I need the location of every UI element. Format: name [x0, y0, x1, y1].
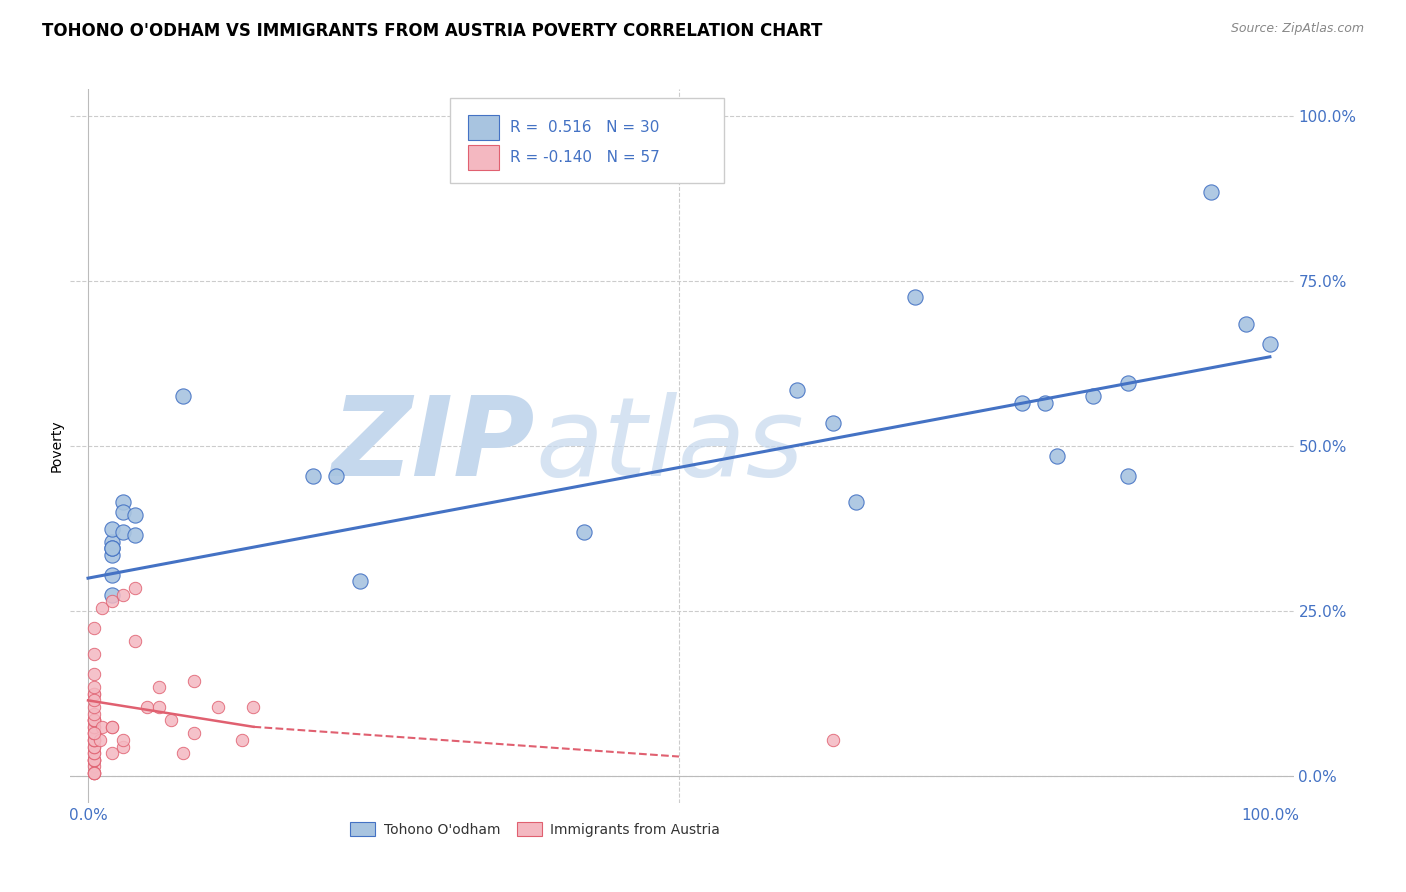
- Point: [124, 581, 146, 595]
- Point: [83, 739, 105, 754]
- Point: [83, 700, 105, 714]
- Point: [100, 541, 122, 556]
- Point: [100, 567, 122, 582]
- Point: [83, 726, 105, 740]
- Point: [1199, 185, 1222, 199]
- Point: [100, 541, 122, 556]
- Point: [112, 495, 135, 509]
- Point: [301, 468, 323, 483]
- Point: [83, 766, 105, 780]
- Point: [112, 588, 135, 602]
- Point: [83, 713, 105, 727]
- Point: [1116, 468, 1139, 483]
- Point: [83, 667, 105, 681]
- Point: [83, 753, 105, 767]
- Point: [786, 383, 808, 397]
- Point: [1033, 396, 1056, 410]
- Point: [100, 522, 122, 536]
- Point: [1116, 376, 1139, 391]
- Point: [124, 508, 146, 523]
- Point: [112, 733, 135, 747]
- Point: [83, 739, 105, 754]
- Point: [172, 389, 194, 403]
- Point: [325, 468, 347, 483]
- Point: [100, 720, 122, 734]
- Point: [112, 524, 135, 539]
- Point: [83, 733, 105, 747]
- Point: [83, 759, 105, 773]
- Point: [231, 733, 253, 747]
- Point: [100, 746, 122, 760]
- Point: [124, 528, 146, 542]
- Point: [83, 706, 105, 721]
- Point: [83, 713, 105, 727]
- Point: [183, 673, 205, 688]
- Point: [83, 753, 105, 767]
- Text: TOHONO O'ODHAM VS IMMIGRANTS FROM AUSTRIA POVERTY CORRELATION CHART: TOHONO O'ODHAM VS IMMIGRANTS FROM AUSTRI…: [42, 22, 823, 40]
- Point: [100, 594, 122, 608]
- Point: [83, 680, 105, 694]
- Point: [91, 720, 114, 734]
- Point: [1258, 336, 1281, 351]
- Point: [904, 290, 927, 304]
- Point: [83, 746, 105, 760]
- Text: R = -0.140   N = 57: R = -0.140 N = 57: [510, 151, 661, 165]
- Point: [83, 693, 105, 707]
- Point: [100, 720, 122, 734]
- Point: [845, 495, 868, 509]
- Point: [83, 687, 105, 701]
- Point: [83, 720, 105, 734]
- Point: [83, 726, 105, 740]
- Point: [91, 600, 114, 615]
- Point: [83, 746, 105, 760]
- Point: [1011, 396, 1033, 410]
- Point: [183, 726, 205, 740]
- Point: [112, 505, 135, 519]
- Point: [83, 647, 105, 661]
- Point: [172, 746, 194, 760]
- Point: [207, 700, 229, 714]
- Legend: Tohono O'odham, Immigrants from Austria: Tohono O'odham, Immigrants from Austria: [344, 816, 725, 842]
- Point: [83, 733, 105, 747]
- Point: [83, 621, 105, 635]
- Point: [159, 713, 181, 727]
- Text: atlas: atlas: [536, 392, 804, 500]
- Point: [100, 548, 122, 562]
- Point: [821, 416, 844, 430]
- Point: [89, 733, 111, 747]
- Point: [1046, 449, 1069, 463]
- Point: [83, 713, 105, 727]
- Point: [148, 680, 170, 694]
- Point: [100, 534, 122, 549]
- Point: [83, 766, 105, 780]
- Point: [821, 733, 844, 747]
- Point: [83, 753, 105, 767]
- Point: [100, 588, 122, 602]
- Point: [1234, 317, 1257, 331]
- Point: [574, 524, 596, 539]
- Point: [1081, 389, 1104, 403]
- Point: [83, 726, 105, 740]
- Point: [148, 700, 170, 714]
- Point: [83, 720, 105, 734]
- Text: R =  0.516   N = 30: R = 0.516 N = 30: [510, 120, 659, 135]
- Point: [83, 766, 105, 780]
- Point: [124, 634, 146, 648]
- Text: ZIP: ZIP: [332, 392, 536, 500]
- Point: [349, 574, 371, 589]
- Y-axis label: Poverty: Poverty: [49, 420, 63, 472]
- Point: [83, 713, 105, 727]
- Point: [112, 739, 135, 754]
- Point: [83, 733, 105, 747]
- Point: [242, 700, 264, 714]
- Text: Source: ZipAtlas.com: Source: ZipAtlas.com: [1230, 22, 1364, 36]
- Point: [83, 687, 105, 701]
- Point: [136, 700, 159, 714]
- Point: [83, 753, 105, 767]
- Point: [83, 766, 105, 780]
